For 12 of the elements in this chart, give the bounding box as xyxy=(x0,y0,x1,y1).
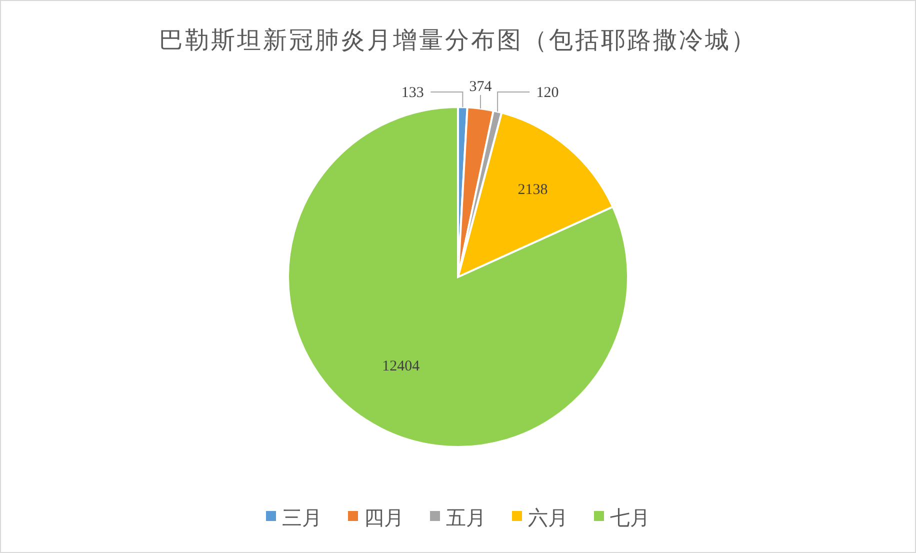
legend-label: 三月 xyxy=(282,508,322,530)
data-label: 133 xyxy=(401,85,424,101)
data-label: 2138 xyxy=(518,182,548,198)
chart-title: 巴勒斯坦新冠肺炎月增量分布图（包括耶路撒冷城） xyxy=(159,27,757,54)
data-label: 12404 xyxy=(382,358,420,375)
legend-label: 五月 xyxy=(446,508,486,530)
legend-label: 四月 xyxy=(364,508,404,530)
pie-slice xyxy=(287,106,629,448)
data-label: 120 xyxy=(536,85,559,101)
legend-label: 六月 xyxy=(528,508,568,530)
legend-label: 七月 xyxy=(610,508,650,530)
data-label: 374 xyxy=(469,79,492,95)
